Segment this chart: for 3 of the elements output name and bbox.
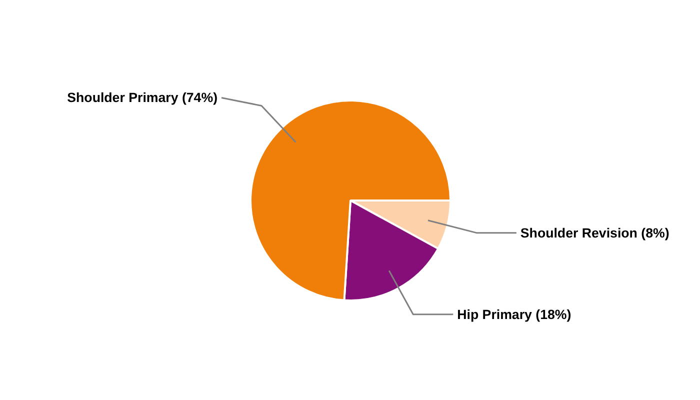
slice-label: Shoulder Primary (74%) <box>67 90 218 106</box>
slice-label: Hip Primary (18%) <box>457 306 572 322</box>
slice-label: Shoulder Revision (8%) <box>520 225 670 240</box>
